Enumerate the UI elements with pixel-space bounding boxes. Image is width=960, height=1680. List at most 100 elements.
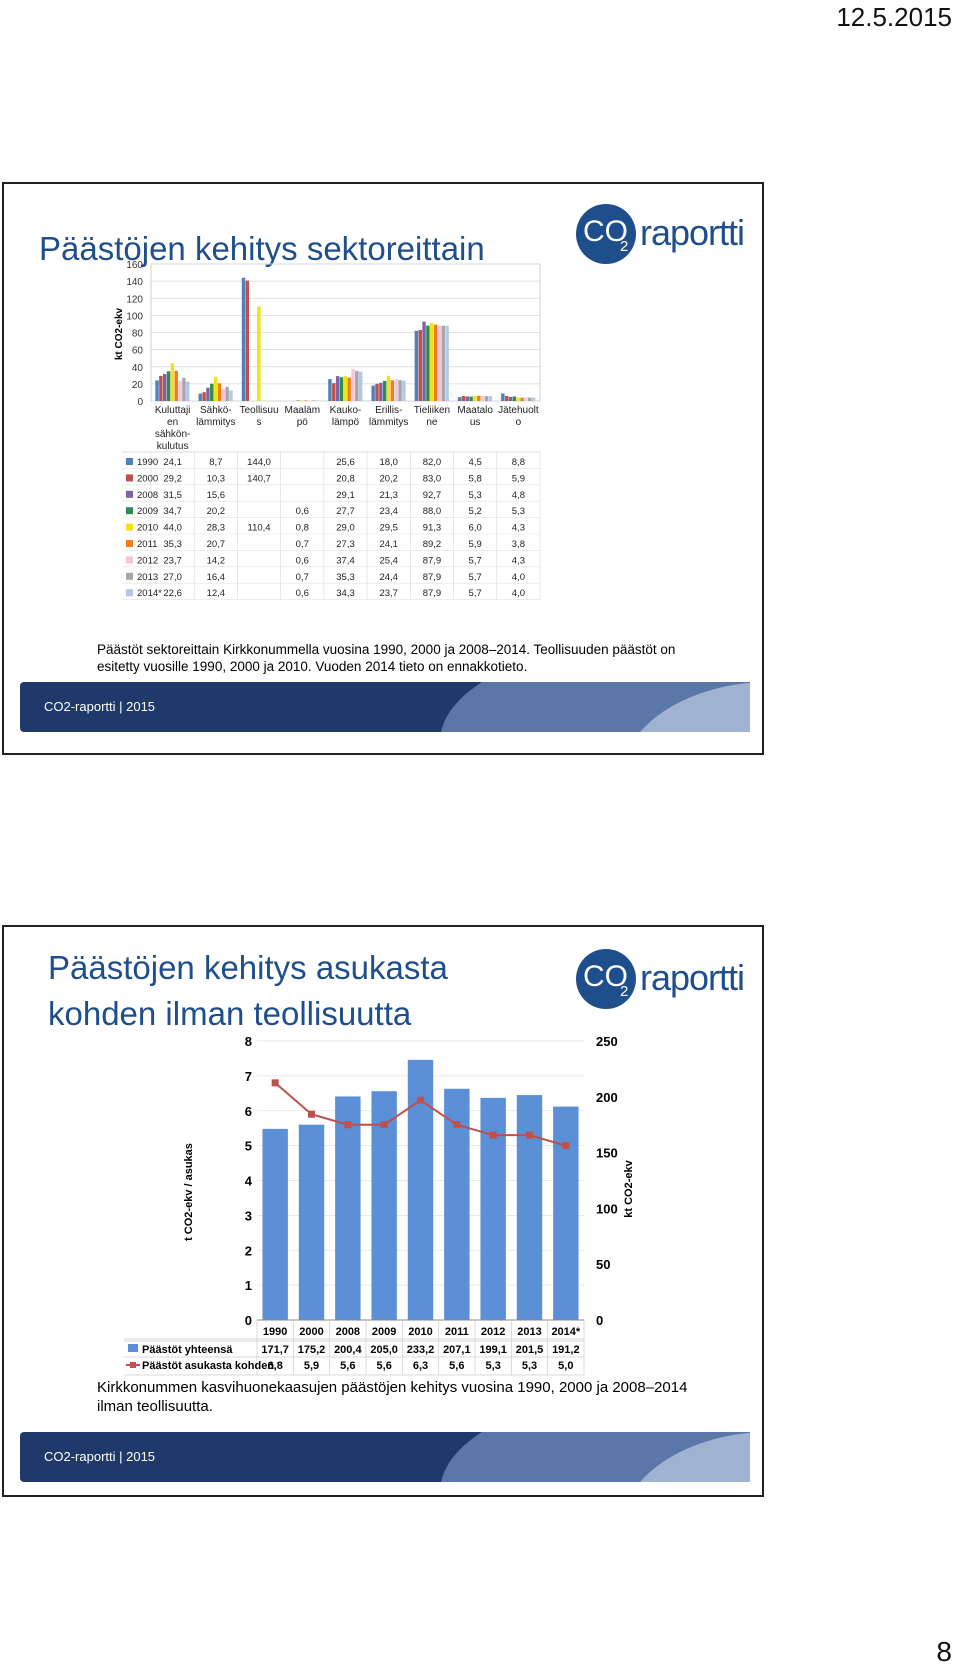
table-cell: 8,7 <box>209 457 222 468</box>
table-cell: 87,9 <box>423 555 442 566</box>
legend-swatch <box>128 1344 138 1352</box>
table-cell: 0,6 <box>296 588 309 599</box>
bar <box>213 376 218 401</box>
table-cell: 21,3 <box>379 490 398 501</box>
line-marker <box>453 1121 461 1129</box>
bar <box>308 400 312 401</box>
category-label: 1990 <box>263 1326 287 1338</box>
table-cell: 12,4 <box>207 588 226 599</box>
bar <box>473 395 477 401</box>
legend-swatch <box>126 556 133 564</box>
bar <box>469 396 473 401</box>
legend-swatch <box>126 540 133 547</box>
bar <box>422 321 426 401</box>
table-cell: 6,3 <box>413 1360 428 1372</box>
bar <box>355 370 359 401</box>
table-cell: 83,0 <box>423 473 442 484</box>
y-left-tick-label: 7 <box>245 1069 252 1084</box>
table-cell: 35,3 <box>336 572 355 583</box>
bar <box>433 324 438 401</box>
table-cell: 5,6 <box>449 1360 464 1372</box>
y-right-tick-label: 200 <box>596 1090 618 1105</box>
legend-swatch <box>126 458 133 465</box>
bar <box>527 397 532 401</box>
category-label: 2010 <box>408 1326 432 1338</box>
table-cell: 24,1 <box>163 457 182 468</box>
bar <box>339 377 344 401</box>
table-cell: 191,2 <box>552 1344 580 1356</box>
table-cell: 0,8 <box>296 523 309 534</box>
legend-swatch <box>130 1362 136 1368</box>
bar <box>163 374 167 401</box>
table-cell: 15,6 <box>207 490 226 501</box>
logo-circle <box>576 204 636 264</box>
bar <box>501 393 505 401</box>
bar <box>178 380 182 401</box>
bar <box>414 330 419 401</box>
category-label: Maaläm pö <box>284 405 320 428</box>
legend-label: 2014* <box>137 588 162 599</box>
table-cell: 5,2 <box>469 506 482 517</box>
table-cell: 5,3 <box>486 1360 501 1372</box>
table-cell: 171,7 <box>261 1344 289 1356</box>
logo-circle <box>576 949 636 1009</box>
logo-sub: 2 <box>620 238 629 255</box>
bar <box>210 383 214 401</box>
table-cell: 8,8 <box>512 457 525 468</box>
table-cell: 0,6 <box>296 506 309 517</box>
table-cell: 23,4 <box>379 506 398 517</box>
table-cell: 23,7 <box>379 588 398 599</box>
table-cell: 27,7 <box>336 506 355 517</box>
co2-raportti-logo: CO 2 raportti <box>576 204 746 266</box>
bar <box>332 383 336 401</box>
slide-title-line1: Päästöjen kehitys asukasta <box>48 949 448 986</box>
table-cell: 22,6 <box>163 588 182 599</box>
category-label: 2013 <box>517 1326 541 1338</box>
bar <box>437 325 442 401</box>
bar <box>379 382 383 401</box>
y-left-axis-label: t CO2-ekv / asukas <box>183 1143 195 1241</box>
category-label: 2000 <box>299 1326 323 1338</box>
table-cell: 200,4 <box>334 1344 362 1356</box>
table-cell: 0,7 <box>296 572 309 583</box>
table-cell: 4,3 <box>512 555 525 566</box>
table-cell: 44,0 <box>163 523 182 534</box>
table-cell: 28,3 <box>207 523 226 534</box>
y-left-tick-label: 6 <box>245 1104 252 1119</box>
y-tick-label: 60 <box>132 346 144 357</box>
table-cell: 27,3 <box>336 539 355 550</box>
bar <box>343 376 348 401</box>
legend-label: 2011 <box>137 539 157 550</box>
y-left-tick-label: 5 <box>245 1139 252 1154</box>
table-cell: 5,9 <box>304 1360 319 1372</box>
bar <box>351 368 355 401</box>
bar <box>262 1128 288 1320</box>
line-marker <box>308 1110 315 1118</box>
bar <box>394 379 398 401</box>
bar <box>229 390 233 401</box>
table-cell: 5,7 <box>469 555 482 566</box>
table-cell: 20,8 <box>336 473 355 484</box>
logo-co: CO <box>583 960 628 993</box>
table-cell: 92,7 <box>423 490 442 501</box>
table-cell: 5,0 <box>558 1360 573 1372</box>
bar <box>245 280 250 401</box>
bar <box>524 397 528 401</box>
table-cell: 20,2 <box>207 506 226 517</box>
table-cell: 4,8 <box>512 490 525 501</box>
table-cell: 10,3 <box>207 473 226 484</box>
bar <box>174 370 178 401</box>
legend-label: Päästöt asukasta kohden <box>142 1360 274 1372</box>
y-right-tick-label: 250 <box>596 1034 618 1049</box>
table-cell: 6,0 <box>469 523 482 534</box>
y-right-tick-label: 0 <box>596 1313 603 1328</box>
table-cell: 175,2 <box>298 1344 326 1356</box>
table-cell: 4,0 <box>512 572 525 583</box>
bar <box>298 1124 325 1320</box>
table-cell: 0,7 <box>296 539 309 550</box>
category-label: Kuluttaji en sähkön-kulutus <box>155 405 191 452</box>
y-left-tick-label: 3 <box>245 1208 252 1223</box>
table-cell: 37,4 <box>336 555 355 566</box>
category-label: Erillis-lämmitys <box>369 405 408 428</box>
category-label: Tieliiken ne <box>414 405 450 428</box>
